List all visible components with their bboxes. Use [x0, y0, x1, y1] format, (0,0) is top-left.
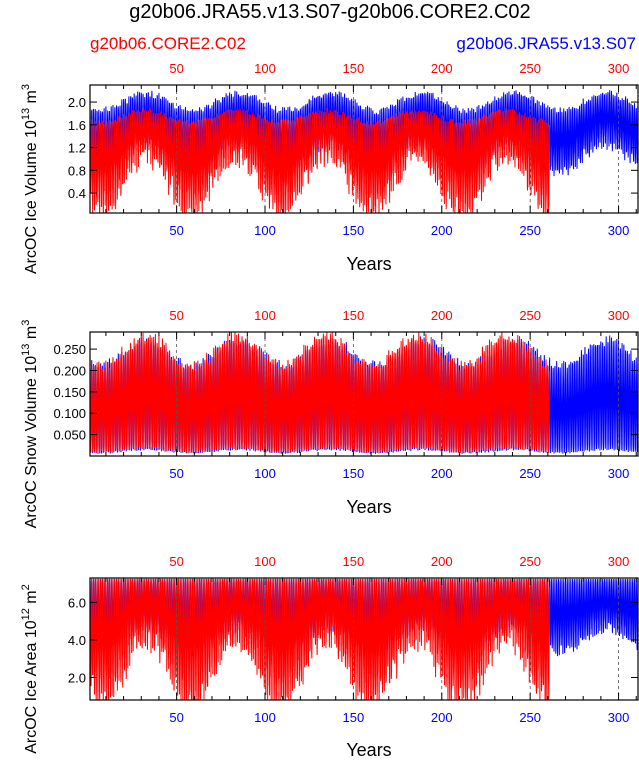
y-axis-label-unit-exp: 2	[20, 584, 32, 590]
x-tick-label-top: 50	[169, 61, 183, 76]
x-tick-label-bottom: 100	[254, 466, 276, 481]
x-tick-label-bottom: 250	[519, 466, 541, 481]
plot-frame	[89, 577, 639, 701]
y-tick-label: 6.0	[68, 595, 86, 610]
y-axis-label-unit: m	[23, 590, 40, 608]
plot-frame	[89, 84, 639, 214]
x-axis-label: Years	[346, 740, 391, 760]
y-axis-label-unit: m	[23, 326, 40, 344]
series-line-core2	[90, 108, 550, 213]
y-tick-label: 0.050	[53, 428, 86, 443]
x-tick-label-bottom: 150	[343, 710, 365, 725]
x-tick-label-bottom: 100	[254, 223, 276, 238]
legend-jra55: g20b06.JRA55.v13.S07	[456, 34, 636, 53]
x-tick-label-top: 100	[254, 308, 276, 323]
x-tick-label-bottom: 50	[169, 710, 183, 725]
y-tick-label: 1.2	[68, 141, 86, 156]
x-tick-label-top: 300	[608, 308, 630, 323]
x-tick-label-bottom: 150	[343, 466, 365, 481]
x-tick-label-bottom: 150	[343, 223, 365, 238]
y-tick-label: 4.0	[68, 633, 86, 648]
x-tick-label-bottom: 50	[169, 223, 183, 238]
y-tick-label: 0.200	[53, 363, 86, 378]
x-tick-label-top: 50	[169, 308, 183, 323]
plot-frame	[89, 331, 639, 457]
x-tick-label-top: 250	[519, 554, 541, 569]
x-tick-label-bottom: 50	[169, 466, 183, 481]
y-tick-label: 1.6	[68, 118, 86, 133]
x-tick-label-top: 300	[608, 554, 630, 569]
x-tick-label-top: 300	[608, 61, 630, 76]
x-tick-label-top: 250	[519, 308, 541, 323]
x-tick-label-bottom: 300	[608, 223, 630, 238]
panel-1: 50 50 100 100 150 150 200 200 250 250 300 300 0.4 0.8…	[20, 61, 639, 274]
y-tick-label: 0.250	[53, 342, 86, 357]
x-tick-label-bottom: 300	[608, 466, 630, 481]
x-tick-label-bottom: 100	[254, 710, 276, 725]
x-tick-label-bottom: 250	[519, 223, 541, 238]
panel-3: 50 50 100 100 150 150 200 200 250 250 300 300 2.0 4.0…	[20, 554, 639, 760]
y-tick-label: 0.150	[53, 385, 86, 400]
x-tick-label-bottom: 250	[519, 710, 541, 725]
x-tick-label-top: 200	[431, 61, 453, 76]
x-tick-label-top: 100	[254, 554, 276, 569]
x-tick-label-top: 200	[431, 554, 453, 569]
x-tick-label-bottom: 200	[431, 223, 453, 238]
y-axis-label-unit: m	[23, 90, 40, 108]
series-line-core2	[90, 332, 550, 454]
y-tick-label: 2.0	[68, 670, 86, 685]
x-tick-label-top: 50	[169, 554, 183, 569]
x-tick-label-top: 200	[431, 308, 453, 323]
y-axis-label-unit-exp: 3	[20, 320, 32, 326]
y-axis-label-exp: 12	[20, 608, 32, 620]
y-axis-label-exp: 13	[20, 108, 32, 120]
y-tick-label: 2.0	[68, 95, 86, 110]
y-axis-label-main: ArcOC Snow Volume 10	[23, 356, 40, 529]
y-axis-label-main: ArcOC Ice Volume 10	[23, 120, 40, 274]
y-axis-label: ArcOC Ice Area 1012 m2	[20, 584, 40, 754]
x-tick-label-bottom: 200	[431, 710, 453, 725]
x-tick-label-top: 100	[254, 61, 276, 76]
chart-title: g20b06.JRA55.v13.S07-g20b06.CORE2.C02	[129, 1, 530, 23]
y-axis-label-unit-exp: 3	[20, 84, 32, 90]
panel-2: 50 50 100 100 150 150 200 200 250 250 300 300 0.050 0…	[20, 308, 639, 529]
x-tick-label-top: 250	[519, 61, 541, 76]
y-tick-label: 0.8	[68, 163, 86, 178]
y-axis-label-exp: 13	[20, 344, 32, 356]
x-tick-label-bottom: 200	[431, 466, 453, 481]
y-axis-label-main: ArcOC Ice Area 10	[23, 620, 40, 753]
x-tick-label-top: 150	[343, 554, 365, 569]
y-axis-label: ArcOC Snow Volume 1013 m3	[20, 320, 40, 529]
x-tick-label-bottom: 300	[608, 710, 630, 725]
x-axis-label: Years	[346, 497, 391, 517]
x-tick-label-top: 150	[343, 308, 365, 323]
y-tick-label: 0.100	[53, 406, 86, 421]
y-axis-label: ArcOC Ice Volume 1013 m3	[20, 84, 40, 274]
x-tick-label-top: 150	[343, 61, 365, 76]
legend-core2: g20b06.CORE2.C02	[90, 34, 246, 53]
x-axis-label: Years	[346, 254, 391, 274]
series-line-core2	[90, 578, 550, 700]
y-tick-label: 0.4	[68, 186, 86, 201]
